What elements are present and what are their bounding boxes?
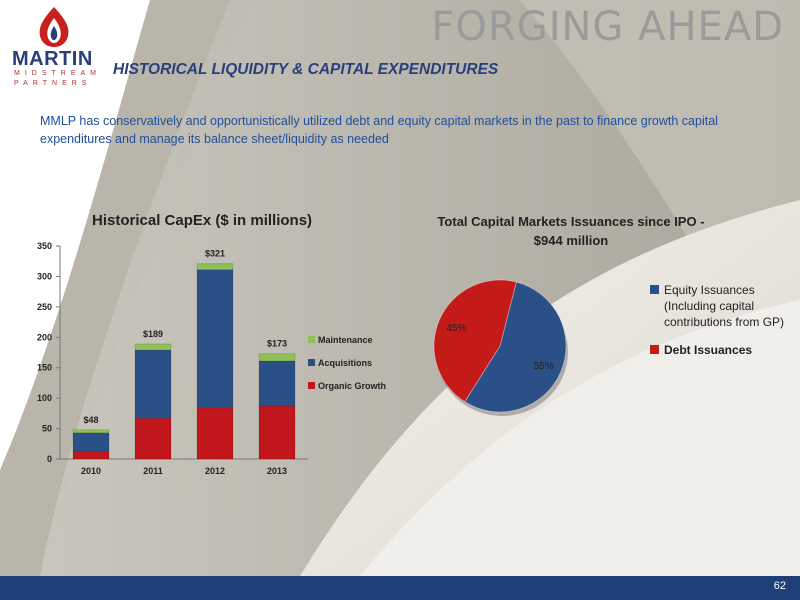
legend-swatch [308, 336, 315, 343]
logo-subtitle-midstream: MIDSTREAM [14, 70, 101, 77]
bar-segment [196, 407, 234, 460]
y-tick-label: 150 [37, 363, 52, 373]
pie-legend: Equity Issuances (Including capital cont… [650, 282, 790, 370]
pie-slice [433, 279, 517, 403]
y-tick-label: 200 [37, 332, 52, 342]
bar-total-label: $173 [267, 339, 287, 349]
slide-title: FORGING AHEAD [431, 4, 784, 50]
bar-segment [72, 450, 110, 460]
legend-label: Maintenance [318, 335, 373, 345]
legend-label: Organic Growth [318, 381, 386, 391]
pie-chart-title: Total Capital Markets Issuances since IP… [418, 212, 724, 250]
bar-segment [258, 360, 296, 407]
legend-swatch [308, 359, 315, 366]
bar-segment [196, 263, 234, 270]
legend-label-debt: Debt Issuances [664, 343, 753, 357]
y-tick-label: 100 [37, 393, 52, 403]
legend-swatch-equity [650, 285, 659, 294]
bar-segment [72, 429, 110, 434]
bar-total-label: $189 [143, 329, 163, 339]
legend-swatch-debt [650, 345, 659, 354]
y-tick-label: 250 [37, 302, 52, 312]
logo-wordmark: MARTIN [12, 48, 93, 70]
x-tick-label: 2012 [205, 466, 225, 476]
flame-icon [39, 7, 69, 47]
bar-segment [72, 432, 110, 452]
bar-segment [258, 353, 296, 362]
bar-total-label: $321 [205, 249, 225, 259]
bar-chart-title: Historical CapEx ($ in millions) [92, 212, 313, 229]
x-tick-label: 2013 [267, 466, 287, 476]
section-title: HISTORICAL LIQUIDITY & CAPITAL EXPENDITU… [113, 61, 499, 78]
x-tick-label: 2011 [143, 466, 163, 476]
company-logo: MARTIN MIDSTREAM PARTNERS [8, 6, 104, 96]
bar-segment [196, 269, 234, 409]
logo-subtitle-partners: PARTNERS [14, 80, 92, 87]
y-tick-label: 0 [47, 454, 52, 464]
page-number: 62 [773, 580, 786, 592]
pie-slice-label: 45% [446, 323, 466, 334]
bar-segment [134, 417, 172, 460]
bar-segment [258, 405, 296, 460]
bar-segment [134, 343, 172, 351]
y-tick-label: 300 [37, 271, 52, 281]
y-tick-label: 350 [37, 241, 52, 251]
intro-paragraph: MMLP has conservatively and opportunisti… [40, 114, 718, 146]
legend-item-debt: Debt Issuances [650, 342, 790, 358]
bar-total-label: $48 [83, 415, 98, 425]
capex-bar-chart: 0 50 100 150 200 250 300 350 $48 2010 $189 2011 $321… [37, 241, 386, 476]
pie-title-line-1: Total Capital Markets Issuances since IP… [437, 214, 705, 229]
legend-label: Acquisitions [318, 358, 372, 368]
legend-label-equity: Equity Issuances (Including capital cont… [664, 283, 785, 329]
footer-bar: 62 [0, 576, 800, 600]
legend-item-equity: Equity Issuances (Including capital cont… [650, 282, 790, 330]
issuances-pie-chart: 55% 45% [433, 279, 568, 416]
bar-segment [134, 349, 172, 419]
pie-slice [464, 281, 567, 413]
pie-title-line-2: $944 million [533, 233, 609, 248]
legend-swatch [308, 382, 315, 389]
y-tick-label: 50 [42, 424, 52, 434]
pie-slice-label: 55% [534, 361, 554, 372]
x-tick-label: 2010 [81, 466, 101, 476]
